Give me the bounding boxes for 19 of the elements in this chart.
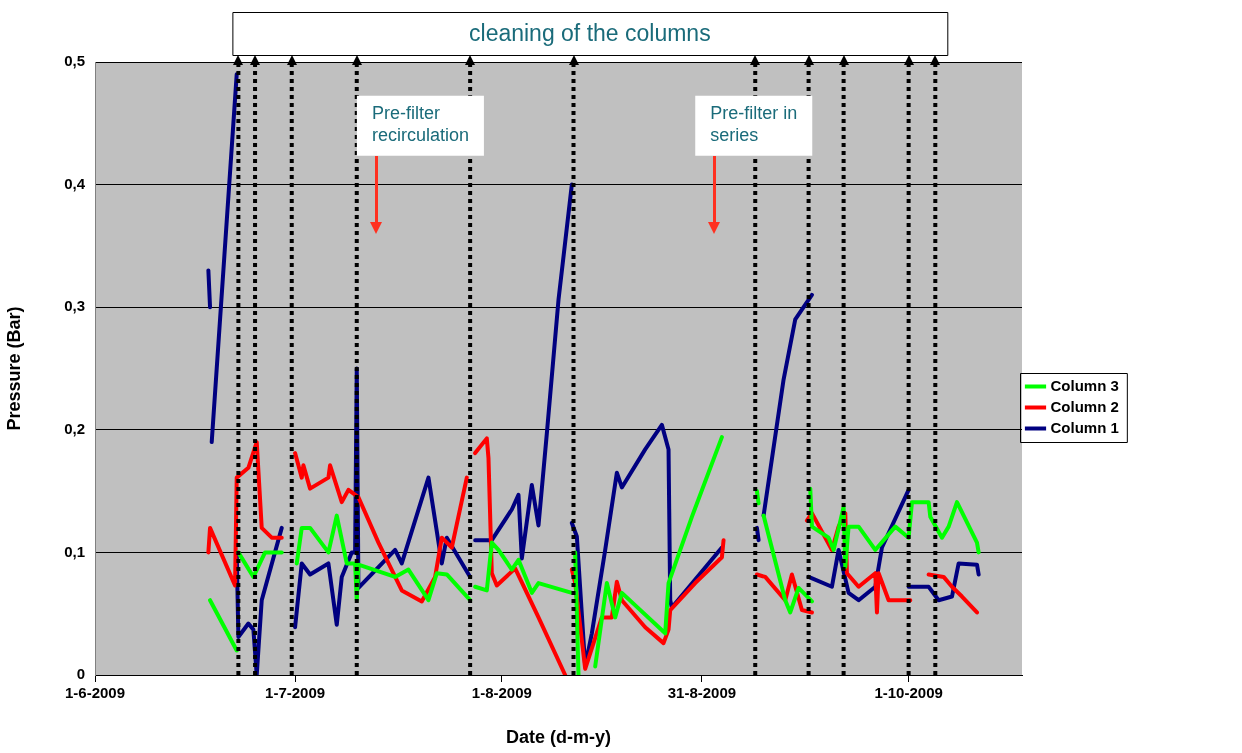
y-tick-label: 0,4 bbox=[64, 174, 86, 192]
annotation: Pre-filter recirculation bbox=[371, 102, 469, 145]
x-tick-label: 1-8-2009 bbox=[471, 684, 532, 702]
x-tick-label: 1-6-2009 bbox=[64, 684, 126, 702]
x-tick-label: 1-10-2009 bbox=[874, 684, 943, 702]
x-tick-label: 1-7-2009 bbox=[265, 684, 326, 702]
legend-label: Column 2 bbox=[1050, 397, 1119, 415]
legend-label: Column 3 bbox=[1050, 376, 1119, 394]
x-tick-label: 31-8-2009 bbox=[667, 684, 737, 702]
text: cleaning of the columns bbox=[469, 19, 711, 46]
annotation: Pre-filter in series bbox=[710, 102, 798, 145]
legend-label: Column 1 bbox=[1050, 418, 1119, 436]
y-tick-label: 0 bbox=[76, 665, 85, 683]
y-tick-label: 0,5 bbox=[64, 52, 85, 70]
y-tick-label: 0,2 bbox=[64, 419, 85, 437]
y-tick-label: 0,1 bbox=[64, 542, 85, 560]
x-axis-title: Date (d-m-y) bbox=[505, 727, 612, 748]
y-axis-title: Pressure (Bar) bbox=[3, 306, 24, 431]
y-tick-label: 0,3 bbox=[64, 297, 85, 315]
